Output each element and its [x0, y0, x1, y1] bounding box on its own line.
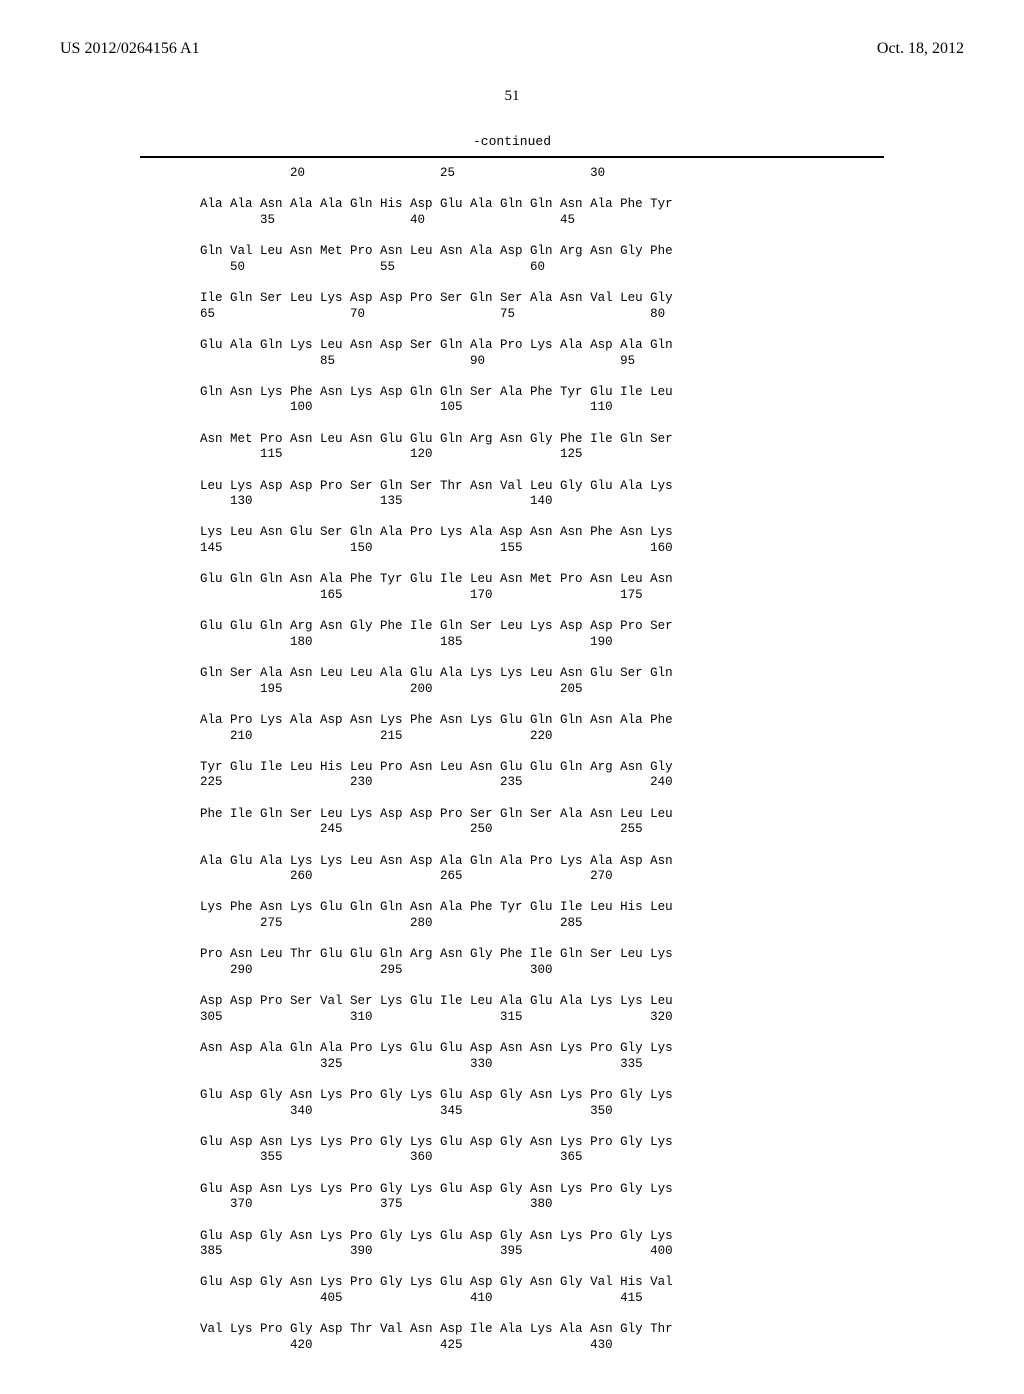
sequence-listing: 20 25 30 Ala Ala Asn Ala Ala Gln His Asp…	[200, 166, 964, 1354]
publication-header: US 2012/0264156 A1 Oct. 18, 2012	[60, 40, 964, 58]
publication-number: US 2012/0264156 A1	[60, 40, 200, 58]
top-rule	[140, 156, 884, 158]
continued-label: -continued	[60, 134, 964, 149]
publication-date: Oct. 18, 2012	[877, 40, 964, 58]
page-number: 51	[60, 88, 964, 105]
